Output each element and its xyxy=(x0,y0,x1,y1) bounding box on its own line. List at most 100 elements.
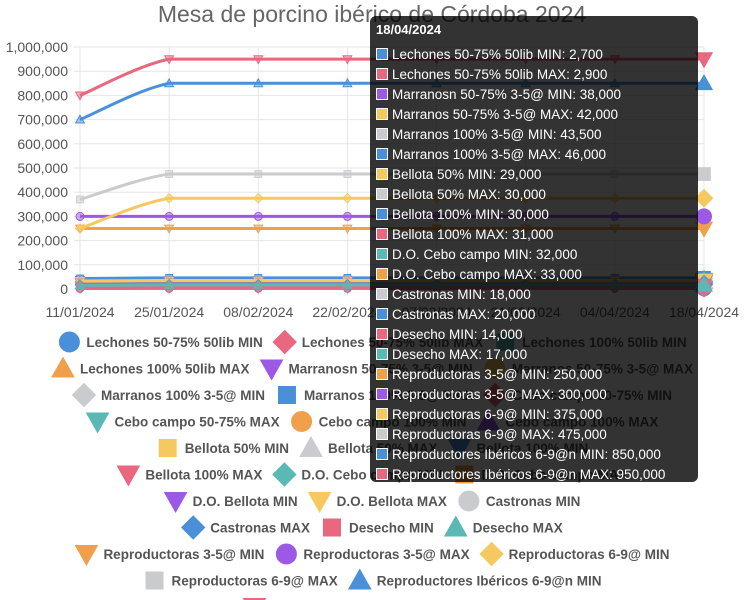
data-point[interactable] xyxy=(342,224,353,234)
data-point[interactable] xyxy=(342,55,353,65)
data-point[interactable] xyxy=(253,224,264,234)
data-point[interactable] xyxy=(342,77,353,88)
tooltip-swatch xyxy=(376,208,388,220)
legend-label: Lechones 100% 50lib MAX xyxy=(80,362,250,377)
tooltip-swatch xyxy=(376,248,388,260)
legend-item[interactable]: Reproductoras 6-9@ MAX xyxy=(145,571,338,590)
legend-item[interactable]: Bellota 50% MIN xyxy=(158,439,289,457)
tooltip-row: Castronas MAX: 20,000 xyxy=(376,304,692,324)
tooltip-row: Castronas MIN: 18,000 xyxy=(376,284,692,304)
legend-marker xyxy=(443,515,468,537)
data-point[interactable] xyxy=(163,279,175,289)
legend-label: D.O. Bellota MIN xyxy=(193,494,298,509)
data-point[interactable] xyxy=(163,192,175,204)
tooltip-label: Reproductores Ibéricos 6-9@n MIN: 850,00… xyxy=(392,446,661,462)
tooltip-row: Desecho MIN: 14,000 xyxy=(376,324,692,344)
tooltip-swatch xyxy=(376,168,388,180)
tooltip-swatch xyxy=(376,388,388,400)
tooltip-row: Lechones 50-75% 50lib MIN: 2,700 xyxy=(376,44,692,64)
legend-item[interactable]: D.O. Bellota MIN xyxy=(163,492,298,514)
legend-item[interactable]: Lechones 100% 50lib MAX xyxy=(51,356,250,378)
tooltip-row: Reproductoras 6-9@ MAX: 475,000 xyxy=(376,424,692,444)
tooltip-label: Lechones 50-75% 50lib MAX: 2,900 xyxy=(392,66,608,82)
y-tick-label: 600,000 xyxy=(17,136,68,152)
data-point[interactable] xyxy=(253,211,263,221)
data-point[interactable] xyxy=(74,223,86,234)
legend-item[interactable]: Lechones 50-75% 50lib MIN xyxy=(58,331,263,353)
legend-marker xyxy=(71,382,97,408)
data-point[interactable] xyxy=(165,170,174,178)
tooltip-swatch xyxy=(376,228,388,240)
data-point[interactable] xyxy=(163,224,175,234)
legend-item[interactable]: Marranos 100% 3-5@ MIN xyxy=(71,382,265,408)
data-point[interactable] xyxy=(253,77,264,88)
tooltip-label: D.O. Cebo campo MAX: 33,000 xyxy=(392,266,582,282)
legend-label: D.O. Bellota MAX xyxy=(337,494,447,509)
data-point[interactable] xyxy=(342,279,353,289)
tooltip-row: Bellota 100% MAX: 31,000 xyxy=(376,224,692,244)
data-point[interactable] xyxy=(74,114,86,124)
data-point[interactable] xyxy=(74,91,86,101)
tooltip-row: Bellota 50% MAX: 30,000 xyxy=(376,184,692,204)
data-point[interactable] xyxy=(342,211,352,221)
data-point[interactable] xyxy=(694,74,714,91)
legend-item[interactable]: Castronas MAX xyxy=(180,515,310,540)
tooltip-label: Bellota 50% MIN: 29,000 xyxy=(392,166,542,182)
tooltip-swatch xyxy=(376,328,388,340)
legend-item[interactable]: Reproductores Ibéricos 6-9@n MIN xyxy=(347,568,602,590)
data-point[interactable] xyxy=(252,192,264,204)
data-point[interactable] xyxy=(696,208,712,225)
legend-item[interactable]: Desecho MIN xyxy=(322,518,434,537)
data-point[interactable] xyxy=(74,279,86,290)
tooltip-swatch xyxy=(376,68,388,80)
legend-item[interactable]: Reproductoras 3-5@ MAX xyxy=(275,543,470,565)
tooltip-swatch xyxy=(376,468,388,480)
data-point[interactable] xyxy=(164,211,174,221)
legend-label: Cebo campo 50-75% MAX xyxy=(115,415,280,430)
data-tooltip: 18/04/2024 Lechones 50-75% 50lib MIN: 2,… xyxy=(370,16,698,482)
y-tick-label: 800,000 xyxy=(17,87,68,103)
tooltip-label: Reproductoras 6-9@ MAX: 475,000 xyxy=(392,426,607,442)
data-point[interactable] xyxy=(342,192,353,204)
data-point[interactable] xyxy=(253,55,264,65)
legend-marker xyxy=(74,545,99,567)
data-point[interactable] xyxy=(697,167,711,181)
tooltip-rows: Lechones 50-75% 50lib MIN: 2,700 Lechones… xyxy=(376,44,692,484)
tooltip-row: D.O. Cebo campo MIN: 32,000 xyxy=(376,244,692,264)
y-axis-ticks: 0 100,000 200,000 300,000 400,000 500,000 600,… xyxy=(6,39,69,297)
data-point[interactable] xyxy=(694,275,714,292)
legend-item[interactable]: D.O. Bellota MAX xyxy=(307,492,447,514)
tooltip-row: Reproductoras 6-9@ MIN: 375,000 xyxy=(376,404,692,424)
legend-marker xyxy=(479,541,504,567)
data-point[interactable] xyxy=(253,279,264,289)
data-point[interactable] xyxy=(76,195,84,204)
legend-marker xyxy=(259,359,284,381)
data-point[interactable] xyxy=(163,55,175,65)
legend-label: Reproductores Ibéricos 6-9@n MIN xyxy=(377,574,602,589)
data-point[interactable] xyxy=(694,188,714,208)
data-point[interactable] xyxy=(694,52,714,69)
legend-item[interactable]: Reproductoras 6-9@ MIN xyxy=(479,541,670,567)
x-tick-label: 11/01/2024 xyxy=(45,304,114,320)
tooltip-label: Bellota 100% MAX: 31,000 xyxy=(392,226,554,242)
tooltip-swatch xyxy=(376,408,388,420)
tooltip-row: Reproductoras 3-5@ MAX: 300,000 xyxy=(376,384,692,404)
legend-item[interactable]: Reproductoras 3-5@ MIN xyxy=(74,545,264,567)
legend-item[interactable]: Desecho MAX xyxy=(443,515,563,537)
legend-label: Reproductoras 3-5@ MAX xyxy=(303,547,469,562)
tooltip-swatch xyxy=(376,288,388,300)
data-point[interactable] xyxy=(254,170,263,178)
legend-item[interactable]: Castronas MIN xyxy=(458,490,581,512)
data-point[interactable] xyxy=(75,211,85,221)
legend-marker xyxy=(275,543,297,565)
data-point[interactable] xyxy=(343,170,352,178)
legend-item[interactable]: Cebo campo 50-75% MAX xyxy=(85,412,280,434)
tooltip-label: Marranos 100% 3-5@ MAX: 46,000 xyxy=(392,146,607,162)
legend-item[interactable]: Bellota 100% MAX xyxy=(116,465,262,487)
tooltip-swatch xyxy=(376,428,388,440)
legend-label: Marranos 100% 3-5@ MIN xyxy=(101,388,265,403)
tooltip-row: Marranos 50-75% 3-5@ MAX: 42,000 xyxy=(376,104,692,124)
data-point[interactable] xyxy=(163,77,175,88)
legend-label: Castronas MAX xyxy=(210,521,310,536)
tooltip-row: Marranos 100% 3-5@ MIN: 43,500 xyxy=(376,124,692,144)
